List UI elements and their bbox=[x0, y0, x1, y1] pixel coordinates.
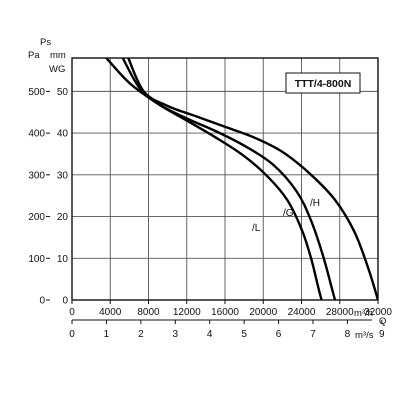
y-tick-label-mmwg: 20 bbox=[57, 212, 69, 223]
x-axis-secondary-label: Q bbox=[379, 316, 386, 327]
x-tick-label-m3s: 3 bbox=[172, 329, 178, 340]
curve-label-h: /H bbox=[310, 198, 320, 209]
y-axis-right-unit-line2: WG bbox=[49, 64, 65, 75]
y-tick-label-pa: 0 bbox=[39, 296, 45, 307]
y-tick-label-pa: 500 bbox=[28, 87, 45, 98]
y-tick-label-mmwg: 10 bbox=[57, 254, 69, 265]
x-tick-label-m3s: 7 bbox=[310, 329, 316, 340]
x-tick-label-m3s: 0 bbox=[69, 329, 75, 340]
model-label-box: TTT/4-800N bbox=[285, 72, 361, 94]
x-tick-label-m3s: 5 bbox=[241, 329, 247, 340]
x-tick-label-m3h: 0 bbox=[69, 307, 75, 318]
fan-curves bbox=[104, 58, 378, 300]
y-tick-label-mmwg: 0 bbox=[62, 296, 68, 307]
x-tick-label-m3h: 4000 bbox=[99, 307, 122, 318]
y-tick-label-pa: 100 bbox=[28, 254, 45, 265]
y-tick-label-pa: 400 bbox=[28, 129, 45, 140]
x-tick-label-m3s: 1 bbox=[104, 329, 110, 340]
curve-h bbox=[127, 58, 378, 300]
y-axis-ticks: 0 0 100 10 200 20 300 30 400 40 500 50 bbox=[28, 87, 68, 307]
x-tick-label-m3s: 2 bbox=[138, 329, 144, 340]
x-tick-label-m3h: 20000 bbox=[249, 307, 277, 318]
x-tick-label-m3s: 9 bbox=[379, 329, 385, 340]
x-tick-label-m3h: 12000 bbox=[173, 307, 201, 318]
x-tick-label-m3h: 28000 bbox=[326, 307, 354, 318]
y-axis-right-unit-line1: mm bbox=[50, 50, 66, 61]
y-axis-left-unit: Pa bbox=[28, 50, 40, 61]
curve-g bbox=[121, 58, 337, 300]
x-tick-label-m3s: 6 bbox=[276, 329, 282, 340]
curve-label-g: /G bbox=[283, 208, 294, 219]
x-tick-label-m3h: 24000 bbox=[288, 307, 316, 318]
x-tick-label-m3s: 8 bbox=[345, 329, 351, 340]
x-tick-label-m3h: 8000 bbox=[137, 307, 160, 318]
x-tick-label-m3s: 4 bbox=[207, 329, 213, 340]
x-axis-ticks: 0 4000 8000 12000 16000 20000 24000 28000 32000 0… bbox=[69, 300, 392, 340]
y-axis-left-label: Ps bbox=[40, 37, 51, 48]
y-tick-label-mmwg: 30 bbox=[57, 170, 69, 181]
x-axis-secondary-unit: m³/s bbox=[355, 330, 374, 341]
chart-title: TTT/4-800N bbox=[295, 78, 352, 90]
x-axis-primary-unit: m³/h bbox=[354, 308, 373, 319]
y-tick-label-pa: 200 bbox=[28, 212, 45, 223]
x-tick-label-m3h: 32000 bbox=[364, 307, 392, 318]
curve-labels: /L/G/H bbox=[252, 198, 320, 234]
y-tick-label-pa: 300 bbox=[28, 170, 45, 181]
x-tick-label-m3h: 16000 bbox=[211, 307, 239, 318]
y-tick-label-mmwg: 50 bbox=[57, 87, 69, 98]
model-label-frame bbox=[285, 72, 361, 94]
y-tick-label-mmwg: 40 bbox=[57, 129, 69, 140]
curve-label-l: /L bbox=[252, 223, 261, 234]
